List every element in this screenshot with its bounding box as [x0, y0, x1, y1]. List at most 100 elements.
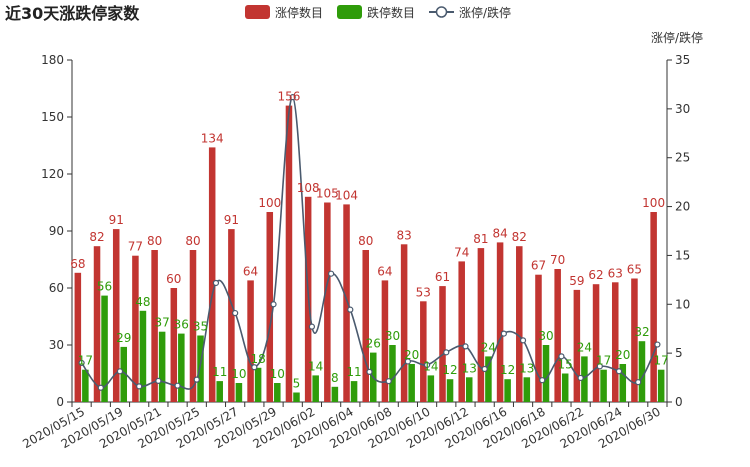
bar-limit-up — [592, 284, 600, 402]
ratio-point — [308, 323, 316, 330]
bar-limit-down — [427, 375, 435, 402]
label-limit-down: 17 — [654, 354, 669, 368]
legend-swatch-0[interactable] — [245, 5, 270, 19]
bar-limit-up — [631, 278, 638, 402]
bar-limit-down — [312, 375, 319, 402]
ratio-point — [155, 377, 162, 384]
ratio-point — [519, 337, 527, 344]
y-right-tick-label: 10 — [675, 297, 690, 311]
label-limit-up: 82 — [512, 230, 527, 244]
label-limit-down: 11 — [212, 365, 227, 379]
label-limit-up: 74 — [454, 245, 469, 259]
ratio-point — [232, 309, 239, 317]
label-limit-up: 91 — [109, 213, 124, 227]
bar-limit-up — [285, 105, 293, 402]
y-right-tick-label: 30 — [675, 102, 690, 116]
ratio-point — [596, 363, 603, 370]
ratio-point — [558, 353, 565, 360]
bar-limit-down — [82, 369, 89, 402]
label-limit-up: 59 — [569, 274, 584, 288]
bar-limit-down — [561, 373, 569, 402]
label-limit-down: 26 — [366, 337, 381, 351]
label-limit-down: 20 — [615, 348, 630, 362]
label-limit-up: 61 — [435, 270, 450, 284]
label-limit-up: 100 — [642, 196, 665, 210]
bar-limit-up — [496, 242, 504, 402]
bar-limit-up — [573, 289, 581, 402]
ratio-point — [347, 306, 354, 313]
bar-limit-up — [266, 212, 274, 402]
label-limit-up: 53 — [416, 285, 431, 299]
label-limit-down: 20 — [404, 348, 419, 362]
label-limit-up: 104 — [335, 188, 358, 202]
label-limit-up: 81 — [473, 232, 488, 246]
bar-limit-down — [293, 392, 300, 402]
bar-limit-up — [439, 286, 446, 402]
bar-limit-down — [485, 356, 492, 402]
bar-limit-up — [477, 248, 485, 402]
label-limit-up: 108 — [297, 181, 320, 195]
ratio-point — [136, 383, 143, 390]
bar-limit-down — [274, 383, 281, 402]
ratio-point — [366, 368, 373, 376]
bar-limit-up — [189, 250, 197, 402]
legend-swatch-1[interactable] — [337, 5, 362, 19]
ratio-point — [251, 364, 258, 371]
ratio-point — [500, 330, 507, 337]
bar-limit-up — [324, 202, 331, 402]
legend[interactable]: 涨停数目 跌停数目 涨停/跌停 — [245, 5, 511, 20]
bar-limit-down — [600, 369, 607, 402]
bar-limit-up — [112, 229, 120, 402]
label-limit-down: 56 — [97, 280, 112, 294]
ratio-point — [289, 94, 296, 101]
bar-limit-down — [158, 331, 166, 402]
legend-label-2[interactable]: 涨停/跌停 — [459, 5, 511, 20]
label-limit-up: 80 — [185, 234, 200, 248]
y-left-tick-label: 0 — [56, 395, 64, 409]
label-limit-down: 10 — [270, 367, 285, 381]
bar-limit-down — [657, 369, 665, 402]
label-limit-down: 30 — [538, 329, 553, 343]
bar-limit-down — [542, 345, 550, 402]
y-right-tick-label: 0 — [675, 395, 683, 409]
label-limit-down: 29 — [116, 331, 131, 345]
label-limit-down: 48 — [135, 295, 150, 309]
label-limit-down: 24 — [577, 340, 592, 354]
legend-label-1[interactable]: 跌停数目 — [367, 5, 415, 20]
label-limit-down: 32 — [634, 325, 649, 339]
label-limit-down: 10 — [231, 367, 246, 381]
label-limit-up: 100 — [258, 196, 281, 210]
ratio-point — [654, 341, 661, 348]
bar-limit-up — [228, 229, 235, 402]
label-limit-up: 60 — [166, 272, 181, 286]
bar-limit-down — [197, 335, 204, 402]
label-limit-up: 62 — [588, 268, 603, 282]
label-limit-down: 35 — [193, 320, 208, 334]
ratio-point — [539, 377, 546, 384]
label-limit-down: 11 — [346, 365, 361, 379]
legend-marker-2[interactable] — [435, 6, 448, 18]
bar-limit-down — [101, 295, 108, 402]
legend-label-0[interactable]: 涨停数目 — [275, 5, 323, 20]
label-limit-up: 77 — [128, 240, 143, 254]
label-limit-down: 12 — [500, 363, 515, 377]
y-left-tick-label: 150 — [41, 110, 64, 124]
label-limit-down: 14 — [423, 359, 438, 373]
bar-limit-down — [139, 310, 147, 402]
ratio-point — [212, 279, 220, 287]
bars — [74, 105, 665, 402]
label-limit-up: 156 — [278, 90, 301, 104]
label-limit-up: 67 — [531, 259, 546, 273]
ratio-point — [78, 359, 85, 367]
bar-limit-up — [132, 255, 139, 402]
bar-limit-down — [350, 381, 358, 402]
bar-limit-down — [504, 379, 511, 402]
label-limit-up: 70 — [550, 253, 565, 267]
data-labels: 68 17 82 56 91 29 77 48 80 37 60 36 80 35 134 11 91 10 64 1… — [70, 90, 669, 391]
y-right-tick-label: 20 — [675, 200, 690, 214]
bar-limit-down — [465, 377, 473, 402]
label-limit-up: 83 — [396, 228, 411, 242]
label-limit-up: 64 — [243, 264, 258, 278]
bar-limit-down — [389, 345, 396, 402]
